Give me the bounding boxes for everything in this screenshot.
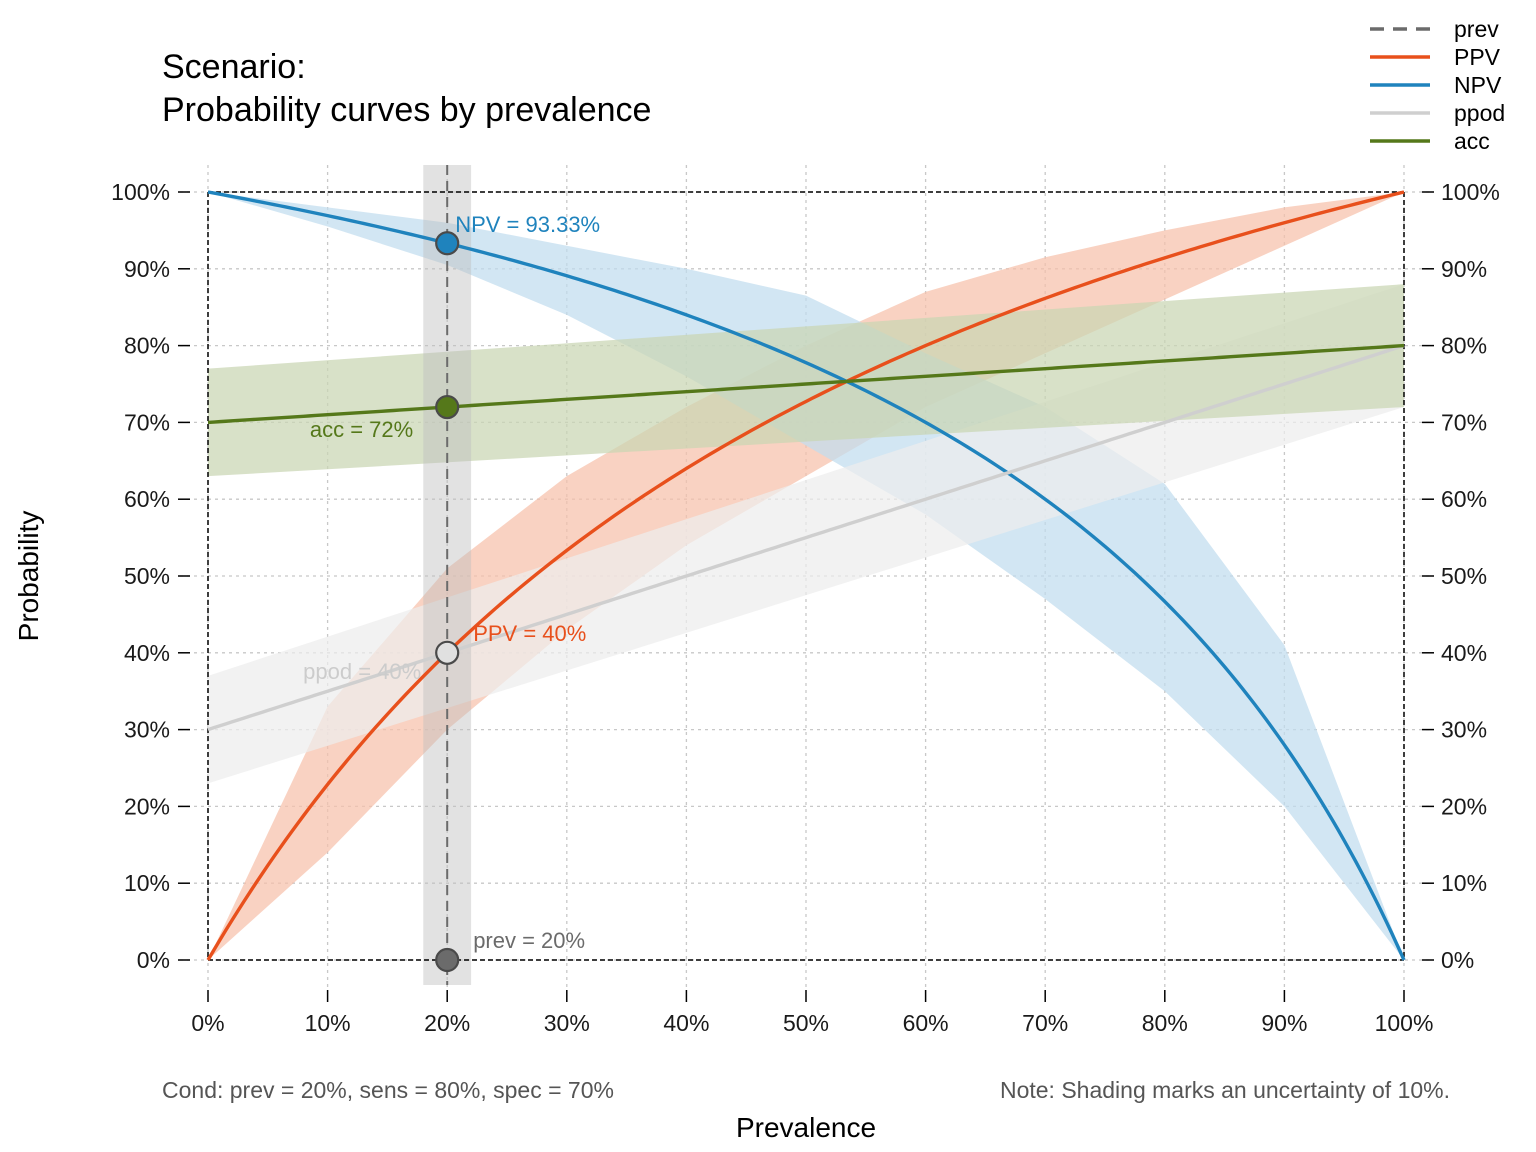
- x-tick-label: 40%: [663, 1010, 709, 1036]
- y-tick-label-left: 80%: [124, 333, 170, 359]
- point-label-ppv: PPV = 40%: [473, 621, 586, 646]
- y-tick-label-left: 20%: [124, 793, 170, 819]
- point-ppv: [435, 640, 460, 665]
- line-ppod: [207, 343, 1405, 732]
- point-npv: [435, 231, 460, 256]
- legend-label-ppod: ppod: [1454, 100, 1505, 126]
- x-tick-label: 10%: [305, 1010, 351, 1036]
- y-tick-label-right: 30%: [1441, 717, 1487, 743]
- x-tick-label: 30%: [544, 1010, 590, 1036]
- y-tick-label-left: 30%: [124, 717, 170, 743]
- legend-label-prev: prev: [1454, 16, 1499, 42]
- series-lines: [206, 165, 1406, 985]
- y-tick-label-left: 40%: [124, 640, 170, 666]
- point-acc: [435, 394, 460, 420]
- y-tick-label-right: 90%: [1441, 256, 1487, 282]
- y-tick-label-right: 80%: [1441, 333, 1487, 359]
- point-label-acc: acc = 72%: [310, 417, 413, 442]
- x-tick-label: 0%: [191, 1010, 224, 1036]
- line-acc: [207, 343, 1405, 425]
- legend-label-ppv: PPV: [1454, 44, 1501, 70]
- point-prev: [435, 947, 460, 973]
- y-tick-label-left: 90%: [124, 256, 170, 282]
- band-acc: [208, 284, 1404, 477]
- shading-note: Note: Shading marks an uncertainty of 10…: [1000, 1077, 1450, 1103]
- x-tick-label: 90%: [1261, 1010, 1307, 1036]
- y-tick-label-left: 60%: [124, 486, 170, 512]
- legend-label-acc: acc: [1454, 128, 1490, 154]
- y-axis-label: Probability: [13, 511, 44, 642]
- axes: 0% 10% 20% 30% 40% 50% 60% 70% 80% 90% 100% 0% 0% 10%…: [111, 179, 1500, 1036]
- y-tick-label-right: 60%: [1441, 486, 1487, 512]
- y-tick-label-right: 70%: [1441, 409, 1487, 435]
- y-tick-label-right: 100%: [1441, 179, 1500, 205]
- chart-subtitle: Probability curves by prevalence: [162, 91, 651, 129]
- y-tick-label-left: 70%: [124, 409, 170, 435]
- y-tick-label-right: 50%: [1441, 563, 1487, 589]
- line-ppv: [206, 190, 1405, 961]
- y-tick-label-right: 20%: [1441, 793, 1487, 819]
- y-tick-label-right: 40%: [1441, 640, 1487, 666]
- uncertainty-bands: [208, 192, 1404, 960]
- y-tick-label-left: 50%: [124, 563, 170, 589]
- y-tick-label-right: 0%: [1441, 947, 1474, 973]
- plot-frame: [207, 191, 1405, 961]
- x-tick-label: 50%: [783, 1010, 829, 1036]
- y-tick-label-left: 100%: [111, 179, 170, 205]
- point-label-ppod: ppod = 40%: [303, 659, 421, 684]
- x-tick-label: 20%: [424, 1010, 470, 1036]
- point-label-prev: prev = 20%: [473, 928, 585, 953]
- condition-note: Cond: prev = 20%, sens = 80%, spec = 70%: [162, 1077, 614, 1103]
- x-tick-label: 100%: [1375, 1010, 1434, 1036]
- x-tick-label: 80%: [1142, 1010, 1188, 1036]
- line-npv: [207, 190, 1406, 961]
- y-tick-label-left: 0%: [137, 947, 170, 973]
- point-label-npv: NPV = 93.33%: [455, 212, 600, 237]
- x-tick-label: 60%: [903, 1010, 949, 1036]
- legend-label-npv: NPV: [1454, 72, 1502, 98]
- y-tick-label-left: 10%: [124, 870, 170, 896]
- x-axis-label: Prevalence: [736, 1112, 876, 1143]
- highlight-points: NPV = 93.33% acc = 72% PPV = 40% ppod = 40%…: [303, 212, 600, 973]
- y-tick-label-right: 10%: [1441, 870, 1487, 896]
- x-tick-label: 70%: [1022, 1010, 1068, 1036]
- chart-title: Scenario:: [162, 48, 306, 86]
